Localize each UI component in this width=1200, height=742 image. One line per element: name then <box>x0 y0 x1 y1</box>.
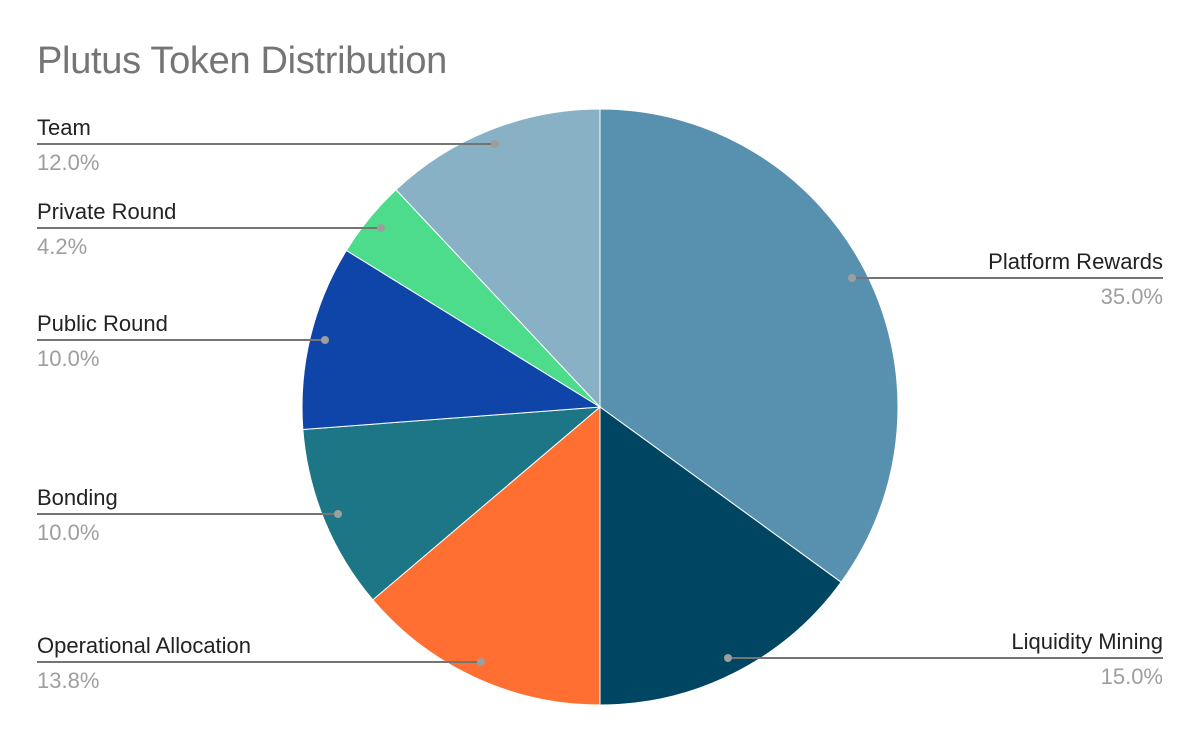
pie-slice-liquidity-mining[interactable] <box>599 406 842 706</box>
slice-percent-label: 4.2% <box>37 234 87 259</box>
slice-percent-label: 35.0% <box>1101 284 1163 309</box>
pie-slice-platform-rewards[interactable] <box>599 108 899 583</box>
slice-label-operational-allocation: Operational Allocation 13.8% <box>37 633 485 693</box>
pie-slice-operational-allocation[interactable] <box>372 405 601 706</box>
pie-slices <box>301 108 899 706</box>
pie-slice-public-round[interactable] <box>301 249 602 430</box>
slice-label-platform-rewards: Platform Rewards 35.0% <box>848 249 1163 309</box>
slice-name-label: Liquidity Mining <box>1011 629 1163 654</box>
slice-labels: Platform Rewards 35.0% Liquidity Mining 15.… <box>37 115 1163 693</box>
slice-label-private-round: Private Round 4.2% <box>37 199 385 259</box>
slice-name-label: Public Round <box>37 311 168 336</box>
pie-slice-bonding[interactable] <box>302 406 602 601</box>
slice-name-label: Operational Allocation <box>37 633 251 658</box>
leader-dot <box>491 140 499 148</box>
slice-percent-label: 13.8% <box>37 668 99 693</box>
slice-percent-label: 10.0% <box>37 346 99 371</box>
slice-name-label: Team <box>37 115 91 140</box>
slice-percent-label: 10.0% <box>37 520 99 545</box>
chart-title: Plutus Token Distribution <box>37 40 448 82</box>
slice-label-public-round: Public Round 10.0% <box>37 311 329 371</box>
slice-percent-label: 12.0% <box>37 150 99 175</box>
slice-label-bonding: Bonding 10.0% <box>37 485 342 545</box>
leader-dot <box>477 658 485 666</box>
leader-dot <box>848 274 856 282</box>
slice-name-label: Bonding <box>37 485 118 510</box>
pie-slice-team[interactable] <box>395 108 601 409</box>
leader-dot <box>724 654 732 662</box>
leader-dot <box>377 224 385 232</box>
slice-label-liquidity-mining: Liquidity Mining 15.0% <box>724 629 1163 689</box>
leader-dot <box>334 510 342 518</box>
slice-percent-label: 15.0% <box>1101 664 1163 689</box>
slice-name-label: Private Round <box>37 199 176 224</box>
slice-label-team: Team 12.0% <box>37 115 499 175</box>
slice-name-label: Platform Rewards <box>988 249 1163 274</box>
leader-dot <box>321 336 329 344</box>
